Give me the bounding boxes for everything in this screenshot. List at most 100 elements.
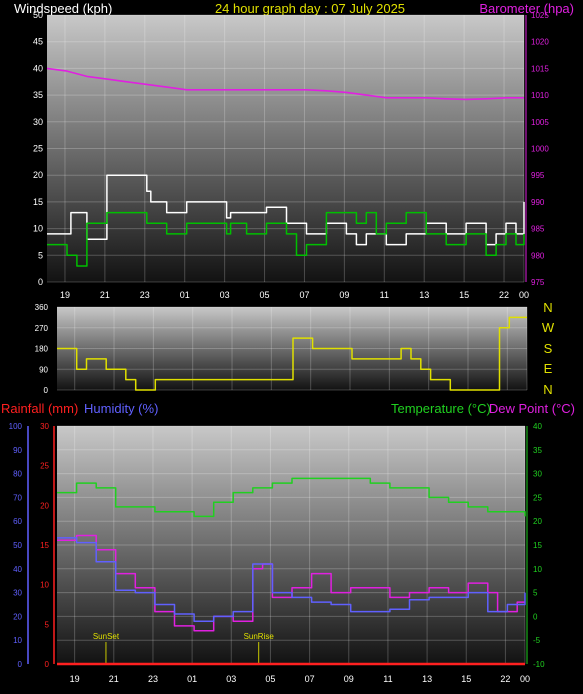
compass-n-bottom: N	[543, 382, 552, 397]
rainfall-tick: 10	[40, 581, 49, 590]
wind-series	[46, 67, 525, 267]
compass-s: S	[544, 341, 553, 356]
dewpoint-axis-title: Dew Point (°C)	[489, 401, 575, 416]
compass-w: W	[542, 320, 555, 335]
rainfall-tick-labels: 0 5 10 15 20 25 30	[40, 422, 55, 669]
rainfall-tick: 15	[40, 541, 49, 550]
rainfall-tick: 30	[40, 422, 49, 431]
time-tick: 23	[148, 674, 158, 684]
time-tick: 05	[265, 674, 275, 684]
windspeed-tick: 50	[33, 10, 43, 20]
humidity-tick: 10	[13, 636, 22, 645]
humidity-tick-labels: 0 10 20 30 40 50 60 70 80 90 100	[9, 422, 29, 669]
direction-tick: 270	[35, 324, 49, 333]
windspeed-tick: 40	[33, 63, 43, 73]
humidity-tick: 90	[13, 446, 22, 455]
series-humidity	[57, 537, 526, 622]
windspeed-tick: 25	[33, 144, 43, 154]
sunset-label: SunSet	[93, 632, 120, 641]
temperature-tick: -5	[533, 636, 541, 645]
humidity-tick: 20	[13, 612, 22, 621]
temperature-axis-title: Temperature (°C)	[391, 401, 491, 416]
temperature-tick: 40	[533, 422, 542, 431]
direction-panel: 0 90 180 270 360 N W S E N	[35, 300, 555, 397]
barometer-tick-labels: 975 980 985 990 995 1000 1005 1010 1015 1020 1025	[525, 11, 549, 287]
time-tick: 03	[226, 674, 236, 684]
direction-grid	[57, 306, 528, 391]
direction-tick: 90	[39, 365, 48, 374]
humidity-tick: 70	[13, 493, 22, 502]
time-tick: 09	[339, 290, 349, 300]
windspeed-tick: 0	[38, 277, 43, 287]
time-tick: 03	[220, 290, 230, 300]
barometer-tick: 975	[531, 278, 545, 287]
time-tick: 13	[422, 674, 432, 684]
windspeed-tick: 5	[38, 250, 43, 260]
time-tick: 21	[100, 290, 110, 300]
windspeed-tick-labels: 0 5 10 15 20 25 30 35 40 45 50	[33, 10, 43, 287]
time-tick: 09	[344, 674, 354, 684]
direction-tick: 0	[44, 386, 49, 395]
temperature-tick: 5	[533, 589, 538, 598]
rainfall-tick: 5	[45, 620, 50, 629]
series-wind	[47, 211, 525, 267]
time-tick: 05	[260, 290, 270, 300]
time-tick: 01	[180, 290, 190, 300]
sunrise-label: SunRise	[244, 632, 275, 641]
compass-e: E	[544, 361, 553, 376]
barometer-tick: 1010	[531, 91, 549, 100]
temperature-series	[57, 477, 526, 666]
direction-tick: 180	[35, 345, 49, 354]
barometer-tick: 1015	[531, 64, 549, 73]
windspeed-tick: 30	[33, 117, 43, 127]
direction-panel-bg	[57, 307, 527, 390]
time-tick-labels-bottom: 19 21 23 01 03 05 07 09 11 13 15 22 00	[70, 674, 530, 684]
humidity-tick: 100	[9, 422, 23, 431]
compass-labels: N W S E N	[542, 300, 555, 397]
rainfall-tick: 25	[40, 462, 49, 471]
barometer-tick: 985	[531, 225, 545, 234]
chart-title: 24 hour graph day : 07 July 2025	[215, 1, 405, 16]
temperature-panel-bg	[57, 426, 525, 664]
temperature-tick: -10	[533, 660, 545, 669]
humidity-axis-title: Humidity (%)	[84, 401, 158, 416]
time-tick: 07	[305, 674, 315, 684]
direction-tick: 360	[35, 303, 49, 312]
time-tick: 19	[60, 290, 70, 300]
time-tick: 11	[380, 290, 389, 300]
humidity-tick: 30	[13, 589, 22, 598]
temperature-tick: 35	[533, 446, 542, 455]
humidity-tick: 60	[13, 517, 22, 526]
sun-annotations: SunSet SunRise	[93, 632, 275, 664]
windspeed-tick: 35	[33, 90, 43, 100]
barometer-tick: 995	[531, 171, 545, 180]
time-tick: 19	[70, 674, 80, 684]
rainfall-axis-title: Rainfall (mm)	[1, 401, 78, 416]
time-tick: 00	[520, 674, 530, 684]
wind-grid	[47, 14, 525, 283]
windspeed-tick: 15	[33, 197, 43, 207]
humidity-tick: 50	[13, 541, 22, 550]
barometer-axis-title: Barometer (hpa)	[479, 1, 574, 16]
windspeed-tick: 10	[33, 224, 43, 234]
time-tick: 23	[140, 290, 150, 300]
barometer-tick: 1005	[531, 118, 549, 127]
series-temperature	[57, 477, 526, 518]
windspeed-tick: 45	[33, 37, 43, 47]
barometer-tick: 1020	[531, 38, 549, 47]
time-tick: 13	[419, 290, 429, 300]
direction-tick-labels: 0 90 180 270 360	[35, 303, 49, 395]
barometer-tick: 1025	[531, 11, 549, 20]
series-gust	[47, 174, 525, 246]
temperature-tick: 15	[533, 541, 542, 550]
direction-series	[57, 316, 527, 391]
series-barometer	[46, 67, 524, 101]
time-tick: 00	[519, 290, 529, 300]
time-tick: 22	[499, 290, 509, 300]
rainfall-tick: 20	[40, 501, 49, 510]
temperature-tick: 10	[533, 565, 542, 574]
time-tick: 11	[383, 674, 392, 684]
